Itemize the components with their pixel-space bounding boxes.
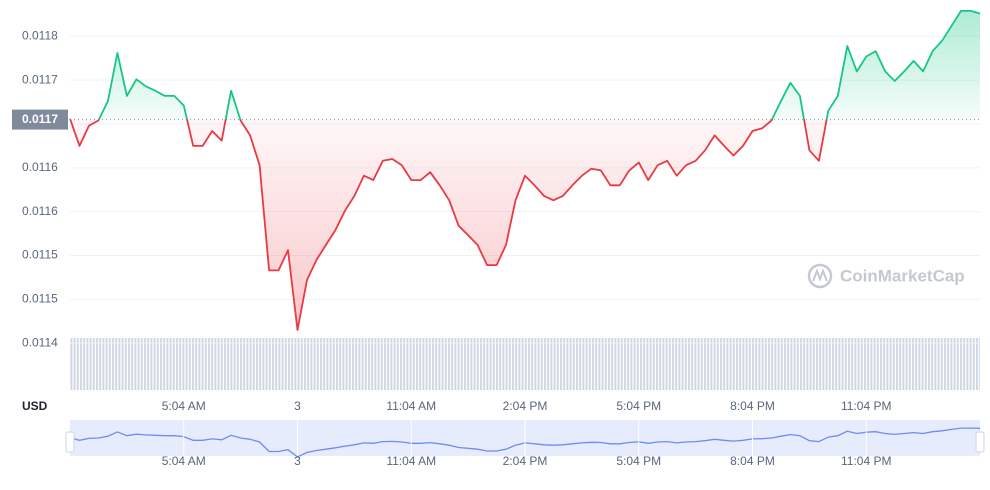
y-tick-label: 0.0115 [22,248,58,262]
watermark: CoinMarketCap [807,263,965,289]
price-line [69,10,981,331]
y-tick-label: 0.0118 [22,28,58,42]
navigator-handle[interactable] [65,431,75,453]
navigator-tick-label: 5:04 AM [162,454,206,468]
currency-label: USD [22,399,48,413]
x-tick-label: 2:04 PM [503,399,548,413]
y-tick-label: 0.0116 [22,160,58,174]
x-tick-label: 3 [294,399,301,413]
y-tick-label: 0.0117 [22,72,58,86]
navigator-tick-label: 3 [294,454,301,468]
navigator-tick-label: 8:04 PM [730,454,775,468]
area-fill [70,10,980,331]
y-tick-label: 0.0114 [22,335,58,349]
x-tick-label: 5:04 PM [616,399,661,413]
navigator-handle[interactable] [975,431,985,453]
navigator-tick-label: 2:04 PM [503,454,548,468]
reference-badge [12,109,68,130]
navigator-tick-label: 11:04 PM [841,454,891,468]
x-tick-label: 5:04 AM [162,399,206,413]
y-tick-label: 0.0116 [22,204,58,218]
navigator-tick-label: 5:04 PM [616,454,661,468]
x-tick-label: 11:04 AM [386,399,436,413]
x-tick-label: 8:04 PM [730,399,775,413]
reference-label: 0.0117 [22,112,58,126]
y-tick-label: 0.0115 [22,291,58,305]
navigator-tick-label: 11:04 AM [386,454,436,468]
volume-bars [70,338,980,390]
watermark-text: CoinMarketCap [840,266,965,285]
x-tick-label: 11:04 PM [841,399,891,413]
